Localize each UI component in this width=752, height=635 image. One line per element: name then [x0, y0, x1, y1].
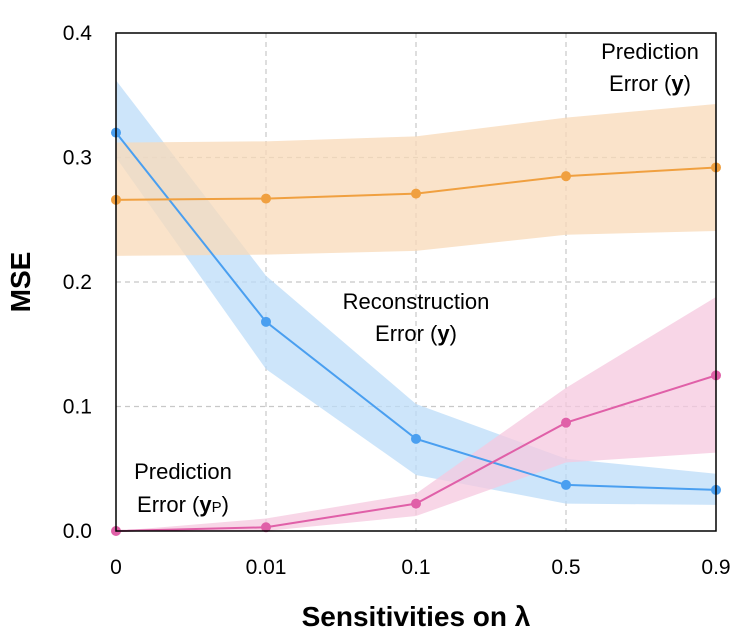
annotation-pred-yp-sub: P: [212, 499, 222, 516]
x-tick-label: 0: [110, 556, 122, 579]
y-tick-label: 0.2: [63, 271, 92, 294]
y-tick-label: 0.0: [63, 520, 92, 543]
point-pred_y: [411, 188, 421, 199]
band-recon_y: [116, 80, 716, 505]
x-tick-label: 0.01: [246, 556, 287, 579]
tick-layer: 0 0.01 0.1 0.5 0.9 0.0 0.1 0.2 0.3 0.4: [63, 22, 731, 579]
point-pred_yp: [561, 417, 571, 428]
point-pred_y: [561, 171, 571, 182]
y-tick-label: 0.4: [63, 22, 93, 45]
annotation-pred-yp-suffix: ): [222, 492, 229, 517]
y-tick-label: 0.3: [63, 147, 92, 170]
annotation-pred-yp-line2: Error (yP): [137, 492, 229, 517]
x-tick-label: 0.1: [401, 556, 430, 579]
annotation-recon-y-var: y: [437, 321, 450, 346]
x-axis-title: Sensitivities on λ: [302, 601, 531, 632]
x-tick-label: 0.5: [551, 556, 580, 579]
annotation-pred-y-prefix: Error (: [609, 71, 672, 96]
point-recon_y: [561, 479, 571, 490]
annotation-pred-y-line1: Prediction: [601, 39, 699, 64]
plot-frame: [115, 32, 717, 532]
point-pred_yp: [411, 498, 421, 509]
band-pred_y: [116, 103, 716, 256]
annotation-pred-y-var: y: [671, 71, 684, 96]
point-recon_y: [261, 316, 271, 327]
annotation-pred-y-line2: Error (y): [609, 71, 691, 96]
annotation-recon-y-suffix: ): [450, 321, 457, 346]
annotation-pred-y-suffix: ): [684, 71, 691, 96]
annotation-pred-yp-prefix: Error (: [137, 492, 200, 517]
x-tick-label: 0.9: [701, 556, 730, 579]
y-axis-title: MSE: [5, 252, 36, 313]
y-tick-label: 0.1: [63, 396, 92, 419]
point-pred_y: [261, 193, 271, 204]
annotation-recon-y-prefix: Error (: [375, 321, 438, 346]
point-pred_yp: [261, 522, 271, 533]
annotation-recon-y-line1: Reconstruction: [343, 289, 490, 314]
annotation-pred-yp-line1: Prediction: [134, 459, 232, 484]
annotation-recon-y-line2: Error (y): [375, 321, 457, 346]
annotation-pred-yp-var: y: [199, 492, 212, 517]
point-recon_y: [411, 433, 421, 444]
